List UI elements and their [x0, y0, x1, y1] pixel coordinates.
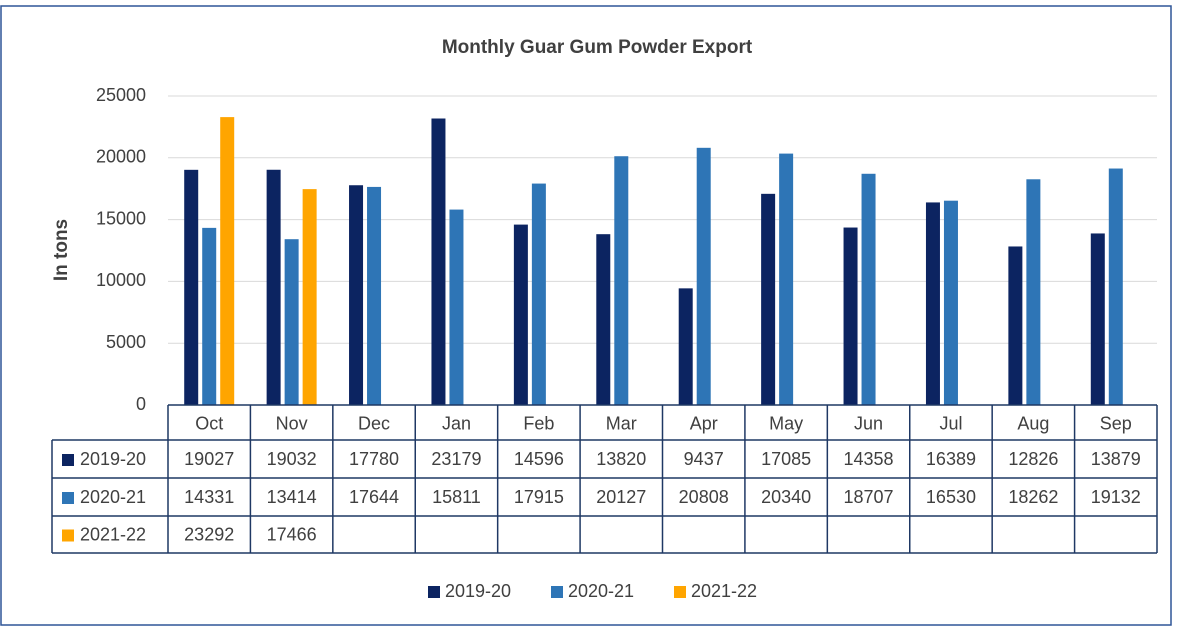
table-cell: 19032	[267, 449, 317, 469]
bar	[614, 156, 629, 405]
table-cell: 14596	[514, 449, 564, 469]
bar	[220, 117, 235, 406]
x-tick-label: Sep	[1100, 413, 1132, 433]
table-cell: 18262	[1008, 487, 1058, 507]
x-tick-label: Oct	[195, 413, 223, 433]
table-cell: 9437	[684, 449, 724, 469]
x-tick-label: Jun	[854, 413, 883, 433]
table-cell: 13414	[267, 487, 317, 507]
table-cell: 17780	[349, 449, 399, 469]
bar	[596, 234, 611, 405]
y-tick-label: 5000	[106, 332, 146, 352]
y-tick-label: 10000	[96, 270, 146, 290]
legend-label: 2021-22	[691, 581, 757, 601]
table-legend-key	[62, 454, 74, 466]
x-tick-label: Dec	[358, 413, 390, 433]
bar	[184, 169, 199, 405]
bar	[513, 224, 528, 405]
table-cell: 17915	[514, 487, 564, 507]
table-row-label: 2019-20	[80, 449, 146, 469]
table-cell: 13820	[596, 449, 646, 469]
bar	[761, 193, 776, 405]
table-cell: 17466	[267, 524, 317, 544]
chart-frame	[0, 5, 1172, 626]
legend-key	[551, 586, 563, 598]
legend-key	[428, 586, 440, 598]
table-cell: 19027	[184, 449, 234, 469]
x-tick-label: Mar	[606, 413, 637, 433]
bar	[696, 147, 711, 406]
bar	[1090, 233, 1105, 405]
table-cell: 23292	[184, 524, 234, 544]
table-cell: 19132	[1091, 487, 1141, 507]
bar	[367, 186, 382, 405]
x-tick-label: Feb	[523, 413, 554, 433]
bar	[861, 173, 876, 405]
bar	[779, 153, 794, 405]
x-tick-label: Nov	[276, 413, 308, 433]
x-tick-label: Apr	[690, 413, 718, 433]
y-tick-label: 0	[136, 394, 146, 414]
chart-title: Monthly Guar Gum Powder Export	[442, 37, 753, 58]
bar	[1008, 246, 1023, 405]
table-cell: 17644	[349, 487, 399, 507]
table-cell: 14358	[844, 449, 894, 469]
bar	[531, 183, 546, 405]
x-tick-label: Aug	[1017, 413, 1049, 433]
bar	[202, 227, 217, 405]
table-cell: 16530	[926, 487, 976, 507]
table-cell: 23179	[431, 449, 481, 469]
table-cell: 20340	[761, 487, 811, 507]
table-cell: 14331	[184, 487, 234, 507]
bar	[349, 185, 364, 405]
table-cell: 17085	[761, 449, 811, 469]
table-legend-key	[62, 529, 74, 542]
bar	[449, 209, 464, 405]
bar	[925, 202, 940, 405]
legend-label: 2019-20	[445, 581, 511, 601]
table-cell: 12826	[1008, 449, 1058, 469]
x-tick-label: May	[769, 413, 803, 433]
y-axis-label: In tons	[51, 219, 72, 281]
bar	[943, 200, 958, 405]
x-tick-label: Jan	[442, 413, 471, 433]
table-row-label: 2020-21	[80, 487, 146, 507]
bar	[843, 227, 858, 405]
table-cell: 18707	[844, 487, 894, 507]
bar	[678, 288, 693, 405]
bar	[1108, 168, 1123, 405]
table-cell: 15811	[432, 487, 481, 507]
legend-key	[674, 586, 686, 598]
bar	[266, 169, 281, 405]
bar	[431, 118, 446, 405]
table-cell: 13879	[1091, 449, 1141, 469]
x-tick-label: Jul	[939, 413, 962, 433]
legend-label: 2020-21	[568, 581, 634, 601]
table-cell: 20808	[679, 487, 729, 507]
table-cell: 16389	[926, 449, 976, 469]
y-tick-label: 20000	[96, 147, 146, 167]
y-tick-label: 25000	[96, 85, 146, 105]
y-tick-label: 15000	[96, 208, 146, 228]
bar	[1026, 179, 1041, 405]
table-row-label: 2021-22	[80, 524, 146, 544]
bar	[302, 189, 317, 405]
bar	[284, 239, 299, 405]
table-legend-key	[62, 492, 74, 504]
table-cell: 20127	[596, 487, 646, 507]
